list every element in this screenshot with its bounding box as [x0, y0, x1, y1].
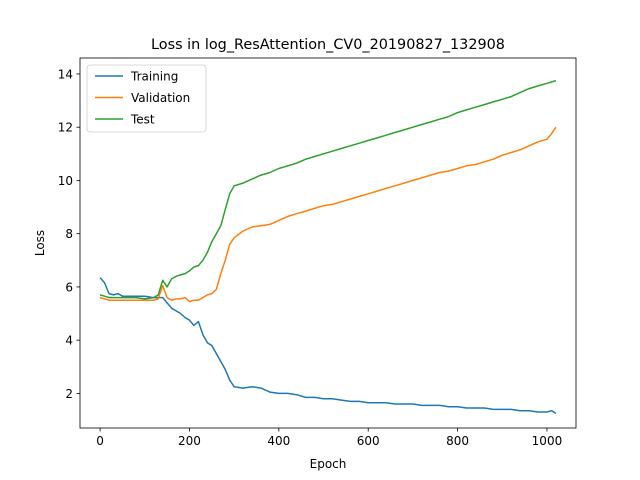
y-tick-label: 12 [58, 121, 73, 135]
y-tick-label: 4 [65, 334, 73, 348]
x-tick-label: 0 [96, 434, 104, 448]
legend-label-test: Test [130, 113, 155, 127]
x-tick-label: 200 [178, 434, 201, 448]
y-tick-label: 8 [65, 227, 73, 241]
chart-title: Loss in log_ResAttention_CV0_20190827_13… [151, 37, 505, 53]
plot-area [99, 79, 557, 415]
y-tick-label: 6 [65, 280, 73, 294]
y-axis: 2 4 6 8 10 12 14 [58, 67, 80, 401]
y-tick-label: 10 [58, 174, 73, 188]
x-tick-label: 400 [267, 434, 290, 448]
legend-box [86, 64, 207, 133]
x-axis: 0 200 400 600 800 1000 [96, 428, 562, 448]
x-tick-label: 800 [446, 434, 469, 448]
y-tick-label: 14 [58, 67, 73, 81]
legend: Training Validation Test [86, 64, 207, 133]
y-tick-label: 2 [65, 387, 73, 401]
x-tick-label: 600 [357, 434, 380, 448]
x-axis-label: Epoch [310, 457, 347, 471]
series-line-test [99, 79, 557, 300]
series-line-validation [99, 126, 557, 303]
legend-label-validation: Validation [131, 91, 190, 105]
axes-frame [79, 57, 577, 429]
series-line-training [99, 277, 557, 415]
y-axis-label: Loss [33, 230, 47, 256]
legend-label-training: Training [130, 70, 178, 84]
x-tick-label: 1000 [532, 434, 563, 448]
